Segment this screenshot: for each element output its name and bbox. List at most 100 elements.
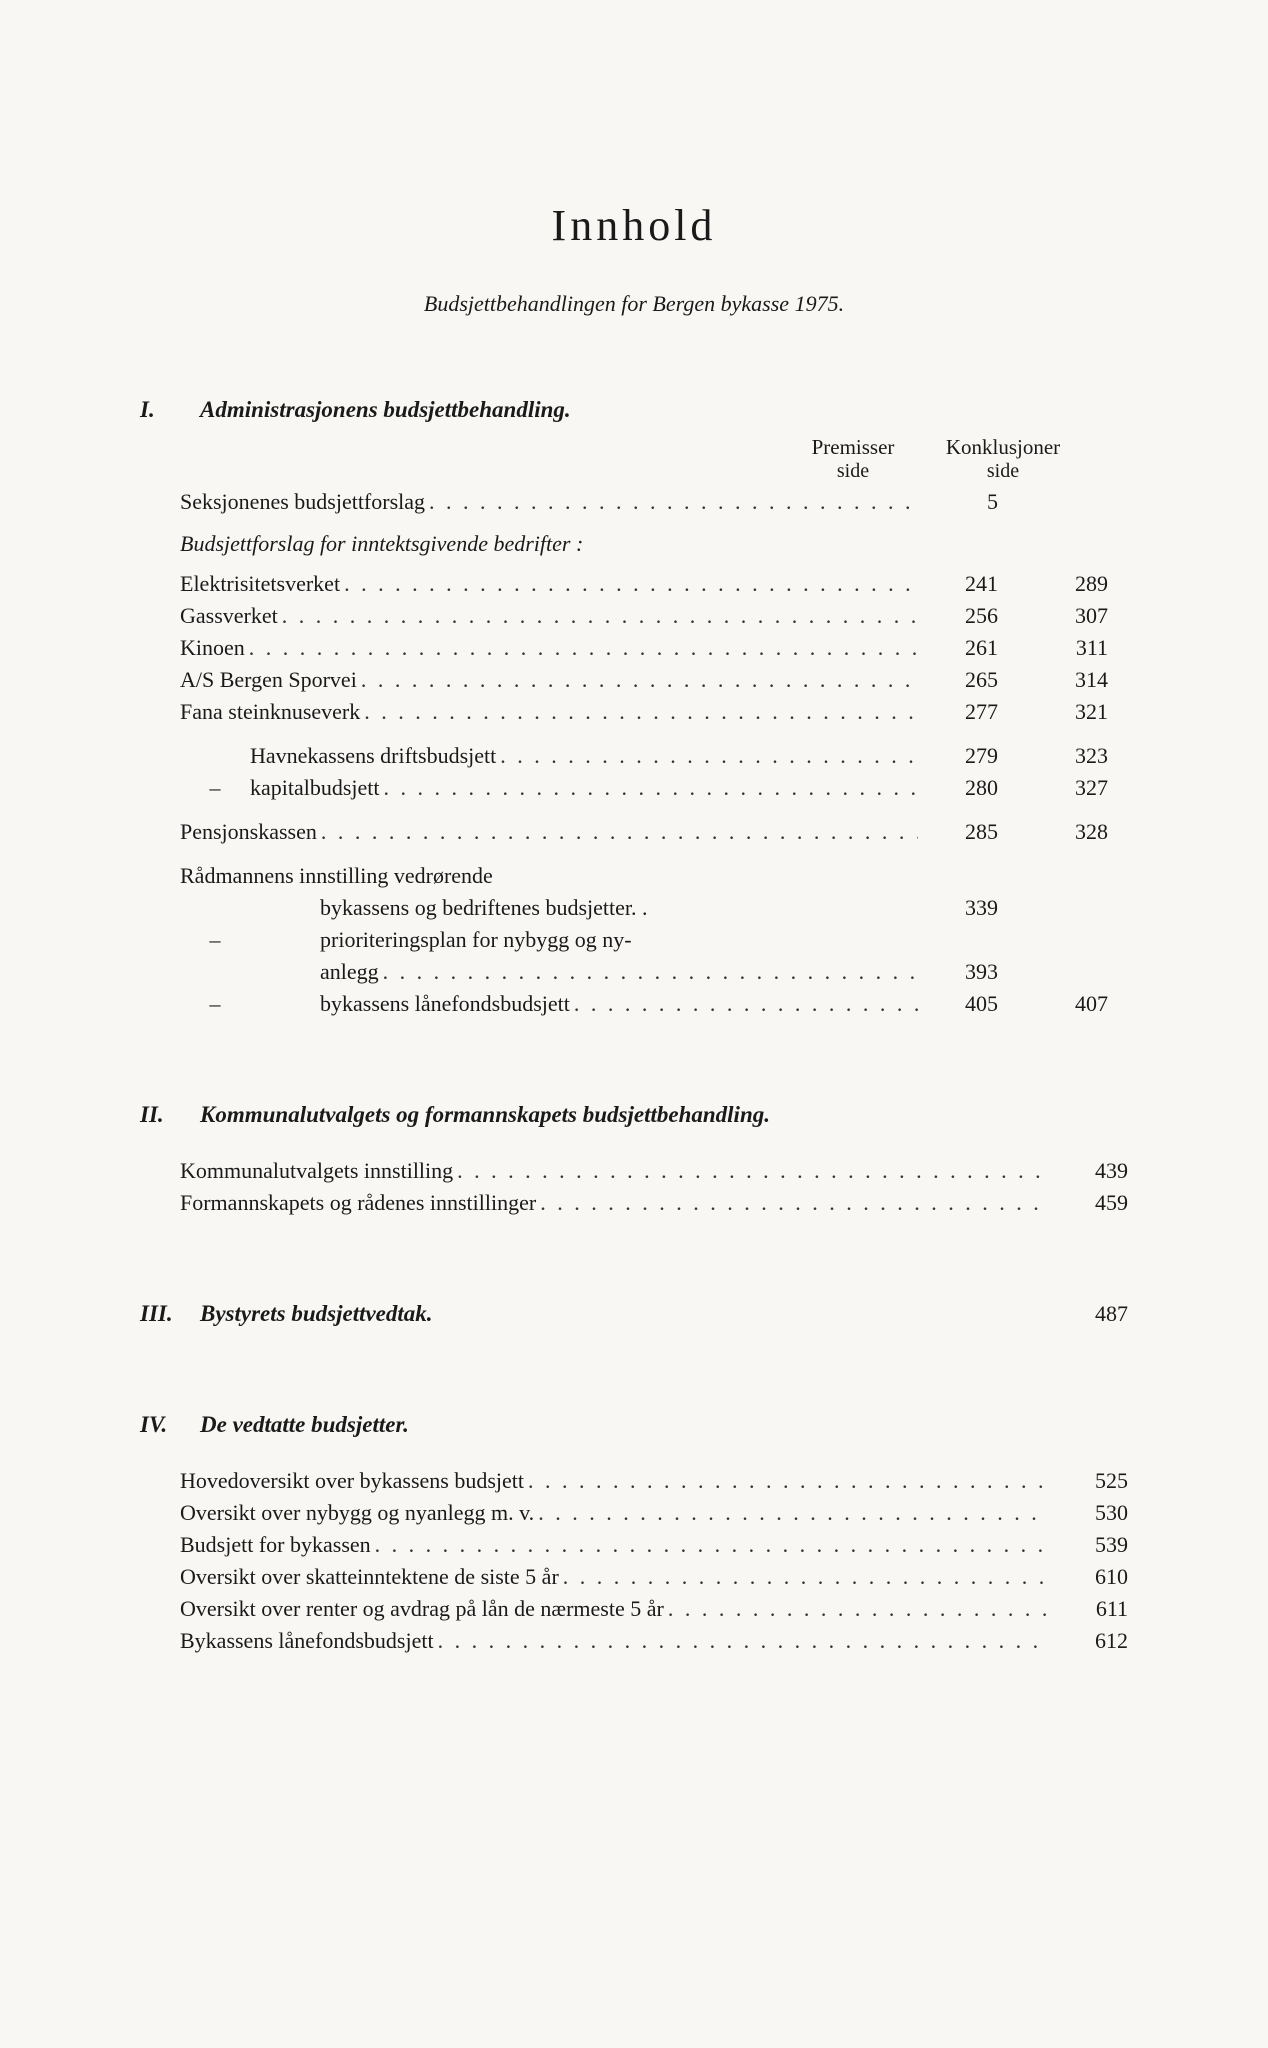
toc-dots: . . . . . . . . . . . . . . . . . . . . …	[664, 1596, 1048, 1622]
toc-row: A/S Bergen Sporvei. . . . . . . . . . . …	[180, 667, 1128, 693]
toc-label: bykassens og bedriftenes budsjetter. .	[250, 895, 648, 921]
rows2-container: Elektrisitetsverket. . . . . . . . . . .…	[180, 571, 1128, 725]
toc-dots: . . . . . . . . . . . . . . . . . . . . …	[245, 635, 918, 661]
toc-konklusjoner: 311	[1028, 635, 1128, 661]
toc-row: bykassens og bedriftenes budsjetter. . 33…	[180, 895, 1128, 921]
toc-label: Oversikt over nybygg og nyanlegg m. v.	[180, 1500, 534, 1526]
section-ii-heading-row: II. Kommunalutvalgets og formannskapets …	[140, 1102, 1128, 1140]
toc-label: Gassverket	[180, 603, 278, 629]
toc-row: Bykassens lånefondsbudsjett. . . . . . .…	[180, 1628, 1128, 1654]
toc-label: Pensjonskassen	[180, 819, 317, 845]
section-heading: Bystyrets budsjettvedtak.	[200, 1301, 1028, 1327]
section-number: IV.	[140, 1412, 180, 1438]
toc-row: Hovedoversikt over bykassens budsjett. .…	[180, 1468, 1128, 1494]
toc-premisser: 405	[918, 991, 1028, 1017]
rows5-container: bykassens og bedriftenes budsjetter. . 33…	[180, 895, 1128, 1017]
toc-row: –kapitalbudsjett. . . . . . . . . . . . …	[180, 775, 1128, 801]
toc-dots: . . . . . . . . . . . . . . . . . . . . …	[380, 775, 918, 801]
toc-page: 611	[1048, 1596, 1128, 1622]
toc-dash: –	[180, 927, 250, 953]
section-i-body: Seksjonenes budsjettforslag. . . . . . .…	[180, 489, 1128, 1017]
toc-dots: . . . . . . . . . . . . . . . . . . . . …	[534, 1500, 1048, 1526]
subtitle: Budsjettbehandlingen for Bergen bykasse …	[140, 291, 1128, 317]
toc-premisser: 5	[918, 489, 1028, 515]
toc-label: Elektrisitetsverket	[180, 571, 340, 597]
section-number: I.	[140, 397, 180, 423]
toc-konklusjoner: 321	[1028, 699, 1128, 725]
toc-premisser: 285	[918, 819, 1028, 845]
toc-row: Elektrisitetsverket. . . . . . . . . . .…	[180, 571, 1128, 597]
toc-premisser: 280	[918, 775, 1028, 801]
toc-dots: . . . . . . . . . . . . . . . . . . . . …	[371, 1532, 1048, 1558]
toc-row: Seksjonenes budsjettforslag. . . . . . .…	[180, 489, 1128, 515]
toc-row: –prioriteringsplan for nybygg og ny-	[180, 927, 1128, 953]
toc-label: kapitalbudsjett	[250, 775, 380, 801]
section-number: III.	[140, 1301, 180, 1327]
toc-dash: –	[180, 991, 250, 1017]
toc-row: Havnekassens driftsbudsjett. . . . . . .…	[180, 743, 1128, 769]
radmannen-label: Rådmannens innstilling vedrørende	[180, 863, 493, 889]
toc-label: Oversikt over skatteinntektene de siste …	[180, 1564, 559, 1590]
toc-row: Budsjett for bykassen. . . . . . . . . .…	[180, 1532, 1128, 1558]
rows-iv-container: Hovedoversikt over bykassens budsjett. .…	[180, 1468, 1128, 1654]
toc-dots: . . . . . . . . . . . . . . . . . . . . …	[434, 1628, 1048, 1654]
toc-premisser: 256	[918, 603, 1028, 629]
section-iii-page: 487	[1048, 1301, 1128, 1327]
toc-dots: . . . . . . . . . . . . . . . . . . . . …	[570, 991, 918, 1017]
section-i-heading-row: I. Administrasjonens budsjettbehandling.	[140, 397, 1128, 435]
toc-label: bykassens lånefondsbudsjett	[250, 991, 570, 1017]
toc-premisser: 393	[918, 959, 1028, 985]
section-heading: Kommunalutvalgets og formannskapets buds…	[200, 1102, 770, 1128]
toc-premisser: 339	[918, 895, 1028, 921]
toc-row: –bykassens lånefondsbudsjett. . . . . . …	[180, 991, 1128, 1017]
toc-row: anlegg. . . . . . . . . . . . . . . . . …	[180, 959, 1128, 985]
toc-konklusjoner: 314	[1028, 667, 1128, 693]
toc-row: Kinoen. . . . . . . . . . . . . . . . . …	[180, 635, 1128, 661]
toc-dots: . . . . . . . . . . . . . . . . . . . . …	[524, 1468, 1048, 1494]
toc-label: Formannskapets og rådenes innstillinger	[180, 1190, 536, 1216]
toc-row: Fana steinknuseverk. . . . . . . . . . .…	[180, 699, 1128, 725]
radmannen-heading: Rådmannens innstilling vedrørende	[180, 863, 1128, 889]
toc-premisser: 261	[918, 635, 1028, 661]
rows1-container: Seksjonenes budsjettforslag. . . . . . .…	[180, 489, 1128, 515]
col-side-2: side	[928, 460, 1078, 483]
toc-page: 530	[1048, 1500, 1128, 1526]
section-number: II.	[140, 1102, 180, 1128]
column-headers: Premisser side Konklusjoner side	[140, 435, 1128, 483]
toc-label: anlegg	[250, 959, 379, 985]
toc-page: 612	[1048, 1628, 1128, 1654]
toc-konklusjoner: 323	[1028, 743, 1128, 769]
toc-premisser: 241	[918, 571, 1028, 597]
page-title: Innhold	[140, 200, 1128, 251]
toc-dots: . . . . . . . . . . . . . . . . . . . . …	[425, 489, 918, 515]
toc-label: A/S Bergen Sporvei	[180, 667, 357, 693]
toc-label: Oversikt over renter og avdrag på lån de…	[180, 1596, 664, 1622]
toc-page: 525	[1048, 1468, 1128, 1494]
col-side-1: side	[778, 460, 928, 483]
toc-premisser: 279	[918, 743, 1028, 769]
toc-label: Kinoen	[180, 635, 245, 661]
toc-konklusjoner: 327	[1028, 775, 1128, 801]
toc-dots: . . . . . . . . . . . . . . . . . . . . …	[278, 603, 918, 629]
toc-page: 610	[1048, 1564, 1128, 1590]
toc-dots: . . . . . . . . . . . . . . . . . . . . …	[340, 571, 918, 597]
toc-row: Gassverket. . . . . . . . . . . . . . . …	[180, 603, 1128, 629]
toc-dots: . . . . . . . . . . . . . . . . . . . . …	[496, 743, 918, 769]
section-heading: Administrasjonens budsjettbehandling.	[200, 397, 571, 423]
section-heading: De vedtatte budsjetter.	[200, 1412, 409, 1438]
toc-label: prioriteringsplan for nybygg og ny-	[250, 927, 632, 953]
section-iv-heading-row: IV. De vedtatte budsjetter.	[140, 1412, 1128, 1450]
toc-page: 539	[1048, 1532, 1128, 1558]
toc-row: Oversikt over renter og avdrag på lån de…	[180, 1596, 1128, 1622]
toc-konklusjoner: 407	[1028, 991, 1128, 1017]
section-ii-body: Kommunalutvalgets innstilling. . . . . .…	[180, 1158, 1128, 1216]
toc-dots: . . . . . . . . . . . . . . . . . . . . …	[357, 667, 918, 693]
toc-label: Kommunalutvalgets innstilling	[180, 1158, 453, 1184]
toc-label: Budsjett for bykassen	[180, 1532, 371, 1558]
rows3-container: Havnekassens driftsbudsjett. . . . . . .…	[180, 743, 1128, 801]
section-iv-body: Hovedoversikt over bykassens budsjett. .…	[180, 1468, 1128, 1654]
sub-heading: Budsjettforslag for inntektsgivende bedr…	[180, 531, 1128, 557]
toc-row: Formannskapets og rådenes innstillinger.…	[180, 1190, 1128, 1216]
toc-row: Pensjonskassen. . . . . . . . . . . . . …	[180, 819, 1128, 845]
toc-label: Hovedoversikt over bykassens budsjett	[180, 1468, 524, 1494]
